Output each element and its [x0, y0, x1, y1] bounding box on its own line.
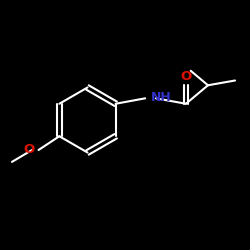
Text: O: O [24, 144, 35, 156]
Text: O: O [180, 70, 192, 82]
Text: NH: NH [151, 91, 172, 104]
